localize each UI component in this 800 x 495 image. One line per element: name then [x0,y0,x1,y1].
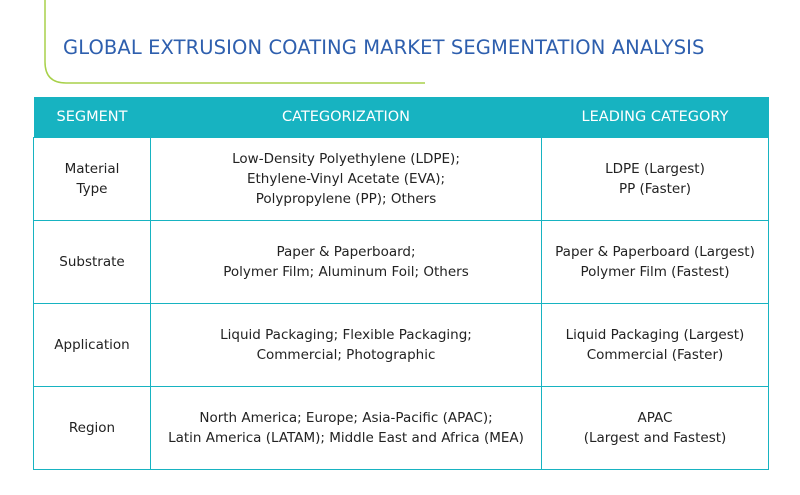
table-cell: Low-Density Polyethylene (LDPE); Ethylene… [150,137,542,221]
cell-line: PP (Faster) [618,181,692,197]
column-header: CATEGORIZATION [150,97,542,138]
segmentation-table: SEGMENT CATEGORIZATION LEADING CATEGORY Ma… [33,97,769,470]
cell-line: Commercial; Photographic [256,347,436,363]
column-header: LEADING CATEGORY [541,97,769,138]
table-cell: LDPE (Largest) PP (Faster) [541,137,769,221]
table-cell: APAC (Largest and Fastest) [541,386,769,470]
cell-line: LDPE (Largest) [605,161,705,177]
table-row: Material Type Low-Density Polyethylene (LD… [33,137,769,221]
cell-line: Liquid Packaging (Largest) [565,327,745,343]
cell-line: Latin America (LATAM); Middle East and A… [168,430,524,446]
table-cell: Material Type [33,137,151,221]
cell-line: Polypropylene (PP); Others [255,191,437,207]
table-cell: Liquid Packaging (Largest) Commercial (Fa… [541,303,769,387]
cell-line: Low-Density Polyethylene (LDPE); [232,151,460,167]
cell-line: APAC [637,410,673,426]
table-row: Substrate Paper & Paperboard; Polymer Film… [33,220,769,304]
table-row: Application Liquid Packaging; Flexible Pa… [33,303,769,387]
table-row: Region North America; Europe; Asia-Pacifi… [33,386,769,470]
cell-line: Substrate [59,254,125,270]
cell-line: Material [64,161,120,177]
table-cell: Substrate [33,220,151,304]
cell-line: North America; Europe; Asia-Pacific (APA… [199,410,493,426]
cell-line: Polymer Film (Fastest) [580,264,730,280]
header-row: SEGMENT CATEGORIZATION LEADING CATEGORY [33,97,769,138]
cell-line: Region [68,420,116,436]
cell-line: Ethylene-Vinyl Acetate (EVA); [246,171,446,187]
column-header: SEGMENT [33,97,151,138]
cell-line: Application [54,337,130,353]
table-cell: North America; Europe; Asia-Pacific (APA… [150,386,542,470]
cell-line: Liquid Packaging; Flexible Packaging; [220,327,472,343]
table-cell: Liquid Packaging; Flexible Packaging; Com… [150,303,542,387]
table-cell: Paper & Paperboard; Polymer Film; Aluminu… [150,220,542,304]
table-cell: Region [33,386,151,470]
cell-line: Polymer Film; Aluminum Foil; Others [223,264,469,280]
cell-line: Paper & Paperboard (Largest) [555,244,755,260]
cell-line: (Largest and Fastest) [583,430,727,446]
cell-line: Paper & Paperboard; [276,244,416,260]
table-cell: Application [33,303,151,387]
cell-line: Commercial (Faster) [586,347,724,363]
cell-line: Type [76,181,108,197]
accent-line [44,0,425,84]
table-cell: Paper & Paperboard (Largest) Polymer Film… [541,220,769,304]
decoration [44,0,425,84]
title: GLOBAL EXTRUSION COATING MARKET SEGMENTA… [63,36,705,59]
